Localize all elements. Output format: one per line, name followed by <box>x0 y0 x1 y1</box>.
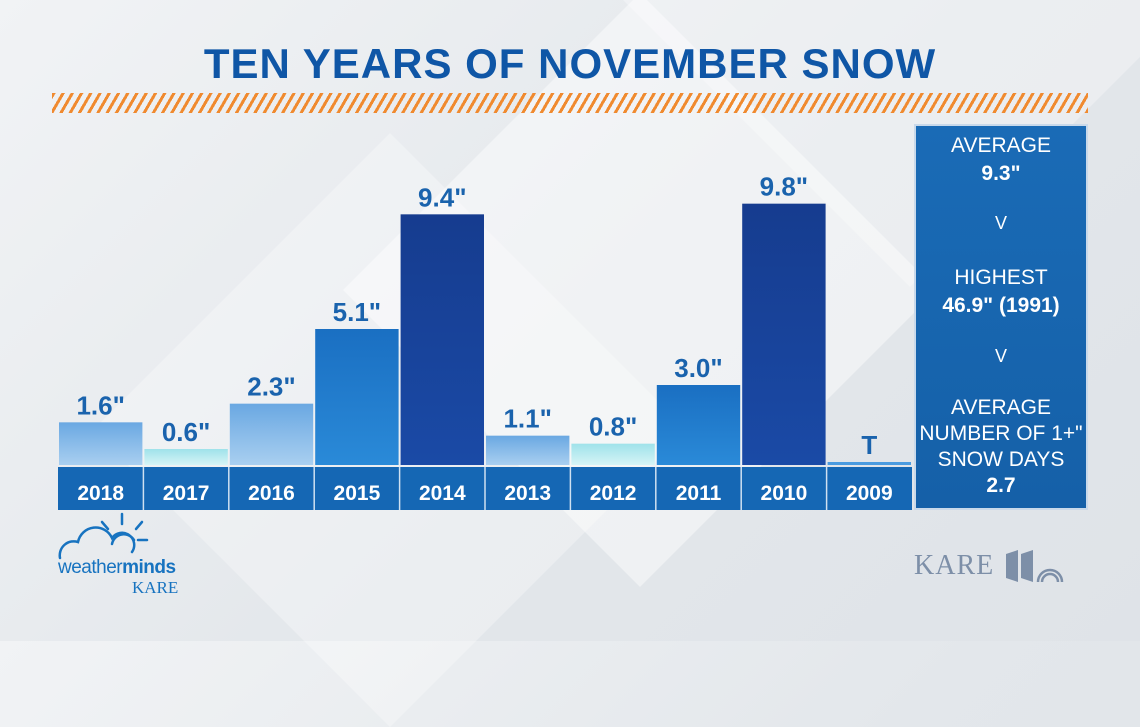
data-label: T <box>861 430 877 460</box>
separator: V <box>994 346 1007 366</box>
bar-2013 <box>486 435 570 465</box>
bar-2018 <box>59 422 143 465</box>
x-tick-label: 2016 <box>248 482 295 505</box>
snow-days-label-1: AVERAGE <box>951 396 1051 419</box>
data-label: 1.1" <box>503 404 551 434</box>
kare-11-logo-icon <box>1006 550 1064 583</box>
bar-2017 <box>144 449 228 465</box>
data-label: 9.8" <box>760 172 808 202</box>
x-tick-label: 2011 <box>676 482 722 505</box>
bar-2014 <box>400 214 484 465</box>
chart-title: TEN YEARS OF NOVEMBER SNOW <box>203 40 937 87</box>
x-tick-label: 2015 <box>334 482 381 505</box>
highest-value: 46.9" (1991) <box>942 294 1060 317</box>
separator: V <box>994 213 1007 233</box>
data-label: 3.0" <box>674 353 722 383</box>
snow-days-label-3: SNOW DAYS <box>937 448 1065 471</box>
stats-panel: AVERAGE 9.3" V HIGHEST 46.9" (1991) V AV… <box>914 124 1088 510</box>
data-label: 0.8" <box>589 412 637 442</box>
x-tick-label: 2018 <box>77 482 124 505</box>
average-value: 9.3" <box>981 162 1021 185</box>
kare-wordmark: KARE <box>914 550 995 581</box>
x-tick-label: 2014 <box>419 482 466 505</box>
bar-chart: 2018 2017 2016 2015 2014 2013 2012 2011 2010 2009… <box>58 172 912 510</box>
data-label: 9.4" <box>418 182 466 212</box>
x-tick-label: 2010 <box>761 482 808 505</box>
x-tick-label: 2017 <box>163 482 210 505</box>
accent-stripe <box>52 93 1088 113</box>
data-label: 2.3" <box>247 372 295 402</box>
x-tick-label: 2012 <box>590 482 637 505</box>
data-label: 1.6" <box>76 390 124 420</box>
highest-label: HIGHEST <box>954 266 1048 289</box>
data-label: 0.6" <box>162 417 210 447</box>
bar-2009 <box>827 462 911 465</box>
bar-2011 <box>656 385 741 465</box>
average-label: AVERAGE <box>951 134 1051 157</box>
bar-2012 <box>571 443 655 465</box>
snow-days-label-2: NUMBER OF 1+" <box>919 422 1083 445</box>
weatherminds-logo-icon <box>58 512 149 560</box>
x-tick-label: 2013 <box>504 482 551 505</box>
weatherminds-kare-label: KARE <box>132 578 179 597</box>
bar-2015 <box>315 329 399 465</box>
snow-days-value: 2.7 <box>986 474 1016 497</box>
bar-2016 <box>229 403 314 465</box>
weatherminds-wordmark: weatherminds <box>58 557 176 578</box>
bar-2010 <box>742 203 826 465</box>
data-label: 5.1" <box>333 297 381 327</box>
x-tick-label: 2009 <box>846 482 893 505</box>
